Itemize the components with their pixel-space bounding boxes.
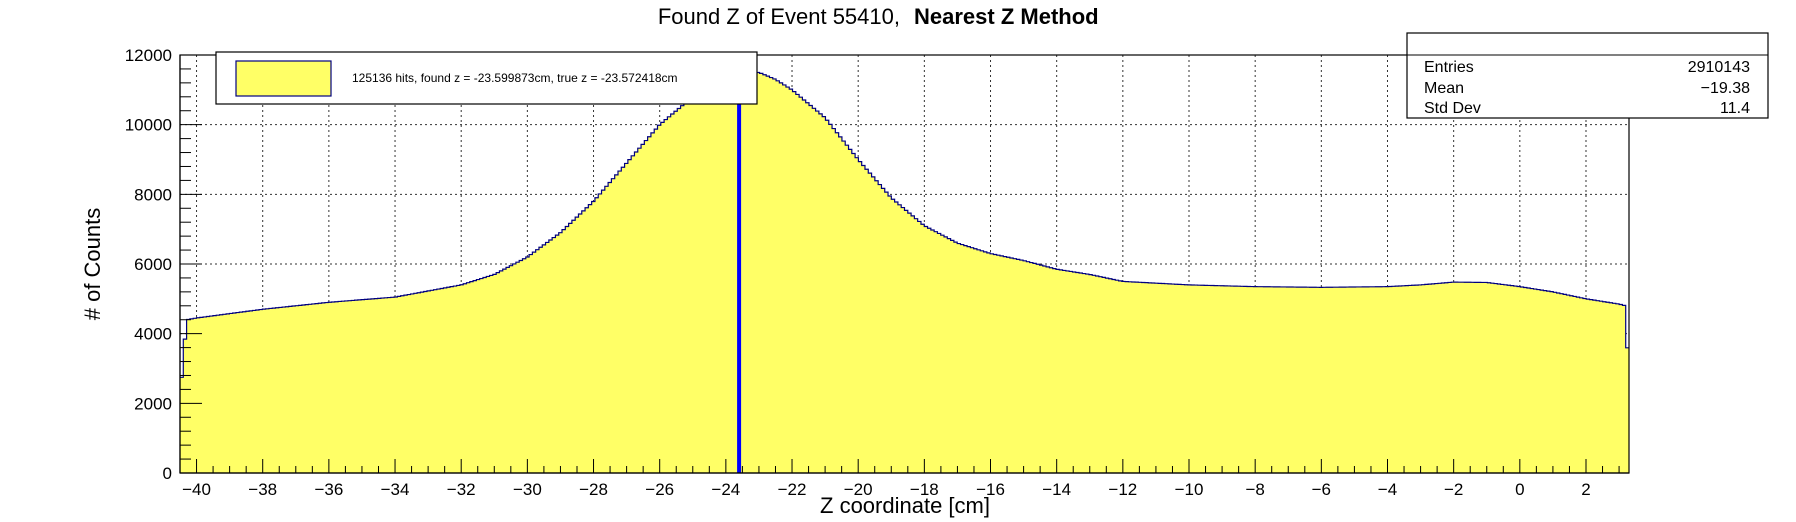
x-tick-label: −4 bbox=[1378, 480, 1397, 499]
x-tick-label: 2 bbox=[1581, 480, 1590, 499]
x-axis: −40 −38 −36 −34 −32 −30 −28 −26 −24 −22 −20 −18 −16−… bbox=[179, 459, 1629, 499]
chart-title-prefix: Found Z of Event 55410, bbox=[658, 4, 900, 29]
stats-stddev-label: Std Dev bbox=[1424, 100, 1481, 117]
x-tick-label: −18 bbox=[910, 480, 939, 499]
chart-title: Found Z of Event 55410, Nearest Z Method bbox=[658, 4, 1099, 29]
x-tick-label: −26 bbox=[645, 480, 674, 499]
x-tick-label: −38 bbox=[248, 480, 277, 499]
x-tick-label: −8 bbox=[1245, 480, 1264, 499]
legend-entry-label: 125136 hits, found z = -23.599873cm, tru… bbox=[352, 71, 678, 85]
histogram-fill bbox=[180, 72, 1629, 474]
stats-box: Entries 2910143 Mean −19.38 Std Dev 11.4 bbox=[1406, 32, 1769, 119]
y-tick-label: 2000 bbox=[134, 394, 172, 413]
x-tick-label: −12 bbox=[1108, 480, 1137, 499]
x-axis-label: Z coordinate [cm] bbox=[820, 493, 990, 518]
stats-entries-label: Entries bbox=[1424, 59, 1474, 76]
x-tick-label: −24 bbox=[711, 480, 740, 499]
stats-frame bbox=[1406, 32, 1769, 119]
y-axis: 0 2000 4000 6000 8000 10000 12000 bbox=[125, 46, 202, 483]
chart-title-method: Nearest Z Method bbox=[914, 4, 1099, 29]
x-tick-label: −36 bbox=[314, 480, 343, 499]
x-tick-label: −14 bbox=[1042, 480, 1071, 499]
histogram-outline bbox=[180, 71, 1629, 378]
stats-stddev-value: 11.4 bbox=[1720, 100, 1750, 117]
legend-swatch bbox=[235, 60, 332, 97]
x-tick-label: −6 bbox=[1312, 480, 1331, 499]
x-tick-label: −40 bbox=[182, 480, 211, 499]
x-tick-label: −28 bbox=[579, 480, 608, 499]
stats-mean-label: Mean bbox=[1424, 80, 1464, 97]
stats-entries-value: 2910143 bbox=[1688, 59, 1750, 76]
y-tick-label: 12000 bbox=[125, 46, 172, 65]
y-tick-label: 0 bbox=[163, 464, 172, 483]
x-tick-label: −32 bbox=[447, 480, 476, 499]
x-tick-label: −10 bbox=[1175, 480, 1204, 499]
y-tick-label: 8000 bbox=[134, 185, 172, 204]
x-tick-label: −20 bbox=[844, 480, 873, 499]
x-tick-label: −16 bbox=[976, 480, 1005, 499]
y-tick-label: 6000 bbox=[134, 255, 172, 274]
x-tick-label: −34 bbox=[381, 480, 410, 499]
y-tick-label: 10000 bbox=[125, 116, 172, 135]
y-axis-label: # of Counts bbox=[80, 208, 105, 321]
legend-box: 125136 hits, found z = -23.599873cm, tru… bbox=[215, 51, 758, 105]
y-tick-label: 4000 bbox=[134, 325, 172, 344]
x-tick-label: 0 bbox=[1515, 480, 1524, 499]
stats-mean-value: −19.38 bbox=[1701, 80, 1750, 97]
x-tick-label: −2 bbox=[1444, 480, 1463, 499]
x-tick-label: −30 bbox=[513, 480, 542, 499]
x-tick-label: −22 bbox=[778, 480, 807, 499]
